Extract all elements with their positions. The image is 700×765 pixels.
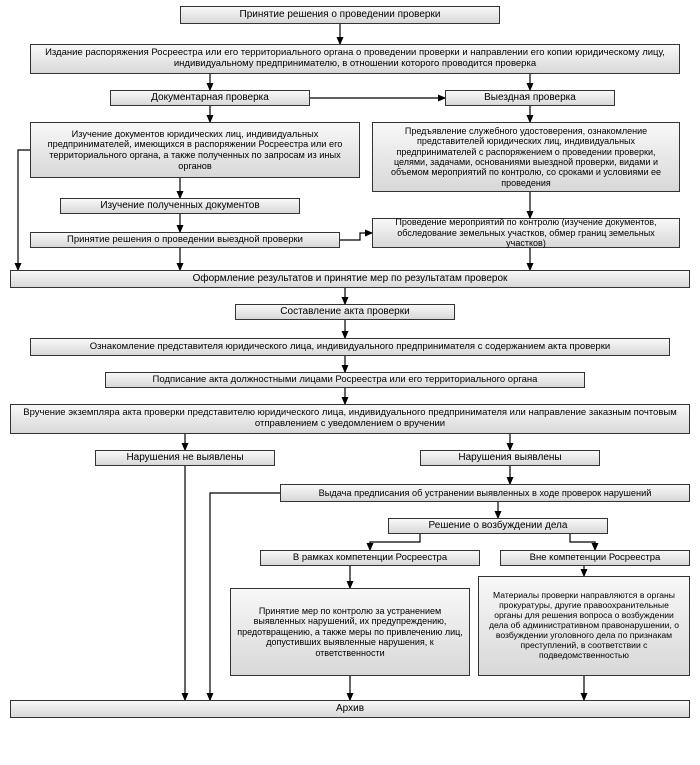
flowchart-node: Выдача предписания об устранении выявлен… [280, 484, 690, 502]
flowchart-node: Принятие мер по контролю за устранением … [230, 588, 470, 676]
flowchart-node: Материалы проверки направляются в органы… [478, 576, 690, 676]
flowchart-node: Проведение мероприятий по контролю (изуч… [372, 218, 680, 248]
flowchart-node: Документарная проверка [110, 90, 310, 106]
flowchart-node: Изучение полученных документов [60, 198, 300, 214]
flowchart-node: Принятие решения о проведении проверки [180, 6, 500, 24]
flowchart-node: Ознакомление представителя юридического … [30, 338, 670, 356]
flowchart-node: Изучение документов юридических лиц, инд… [30, 122, 360, 178]
flowchart-node: В рамках компетенции Росреестра [260, 550, 480, 566]
flowchart-edge [370, 534, 420, 550]
flowchart-node: Вручение экземпляра акта проверки предст… [10, 404, 690, 434]
flowchart-node: Подписание акта должностными лицами Роср… [105, 372, 585, 388]
flowchart-node: Архив [10, 700, 690, 718]
flowchart-edge [570, 534, 595, 550]
flowchart-node: Принятие решения о проведении выездной п… [30, 232, 340, 248]
flowchart-node: Выездная проверка [445, 90, 615, 106]
flowchart-node: Вне компетенции Росреестра [500, 550, 690, 566]
flowchart-node: Нарушения не выявлены [95, 450, 275, 466]
flowchart-node: Решение о возбуждении дела [388, 518, 608, 534]
flowchart-node: Оформление результатов и принятие мер по… [10, 270, 690, 288]
flowchart-node: Нарушения выявлены [420, 450, 600, 466]
flowchart-node: Предъявление служебного удостоверения, о… [372, 122, 680, 192]
flowchart-edge [18, 150, 30, 270]
flowchart-node: Составление акта проверки [235, 304, 455, 320]
flowchart-edge [340, 233, 372, 240]
flowchart-node: Издание распоряжения Росреестра или его … [30, 44, 680, 74]
